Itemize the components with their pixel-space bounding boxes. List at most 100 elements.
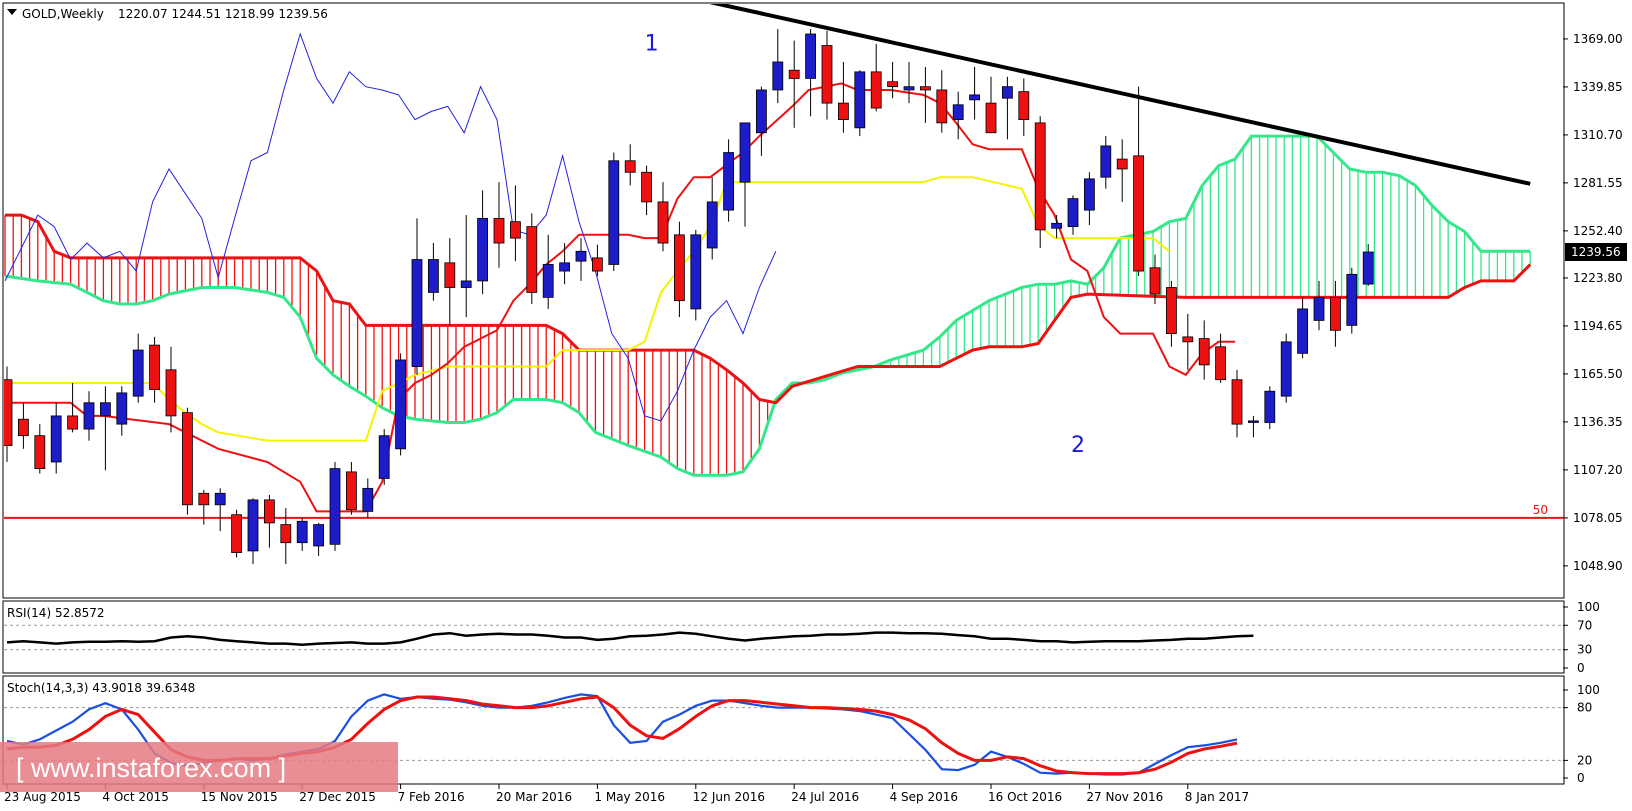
- candle-body: [887, 81, 898, 88]
- candle-body: [1034, 122, 1046, 231]
- candle-body: [1198, 338, 1210, 366]
- candle-body: [1248, 420, 1259, 423]
- candle-body: [477, 217, 489, 282]
- candle-body: [509, 221, 521, 239]
- candle-body: [116, 392, 128, 425]
- candle-body: [723, 152, 734, 211]
- candle: [1297, 297, 1308, 359]
- candle-body: [854, 71, 866, 129]
- wave-label: 1: [645, 31, 659, 56]
- time-tick-label: 4 Oct 2015: [102, 790, 169, 804]
- candle-body: [345, 471, 357, 511]
- candle: [67, 382, 78, 433]
- candle-body: [788, 69, 800, 79]
- candle: [952, 91, 964, 140]
- candle: [427, 243, 439, 301]
- candle-body: [1215, 346, 1226, 381]
- candle: [345, 462, 357, 515]
- senkou-span-a: [4, 134, 1531, 477]
- candle: [969, 66, 980, 120]
- candle-body: [263, 499, 275, 524]
- candle-body: [1002, 86, 1013, 99]
- candle: [903, 61, 915, 104]
- chart-ohlc: 1220.07 1244.51 1218.99 1239.56: [118, 7, 328, 21]
- candle-body: [1100, 145, 1112, 178]
- candle-body: [936, 89, 948, 124]
- candle-body: [1346, 273, 1358, 326]
- price-tick-label: 1048.90: [1573, 559, 1623, 573]
- current-price-box: [1565, 243, 1627, 262]
- candle: [805, 29, 816, 117]
- ichimoku-lines: 50: [4, 32, 1563, 519]
- trendline: [709, 4, 1531, 186]
- price-tick-label: 1310.70: [1573, 128, 1623, 142]
- candle: [559, 243, 570, 285]
- time-axis: 23 Aug 2015 4 Oct 2015 15 Nov 2015 27 Dec 2…: [4, 784, 1249, 804]
- candle-body: [83, 402, 95, 430]
- candle-body: [1149, 267, 1161, 295]
- candle: [772, 29, 784, 104]
- candle: [1100, 136, 1112, 189]
- time-tick-label: 24 Jul 2016: [791, 790, 859, 804]
- candle-body: [985, 102, 997, 134]
- time-tick-label: 1 May 2016: [594, 790, 665, 804]
- osc-tick-label: 30: [1577, 643, 1592, 657]
- tenkan-sen: [5, 82, 1235, 513]
- osc-tick-label: 0: [1577, 771, 1585, 785]
- candle-body: [772, 61, 784, 91]
- candle-body: [411, 259, 423, 367]
- candle-body: [870, 71, 882, 109]
- watermark-text: [ www.instaforex.com ]: [16, 753, 286, 783]
- candle: [1346, 267, 1358, 334]
- candle: [1248, 415, 1259, 438]
- price-tick-label: 1339.85: [1573, 80, 1623, 94]
- candle: [247, 498, 259, 565]
- time-tick-label: 8 Jan 2017: [1185, 790, 1249, 804]
- candle-body: [592, 257, 603, 272]
- candle: [674, 221, 685, 318]
- candle-body: [1280, 341, 1292, 397]
- price-tick-label: 1165.50: [1573, 367, 1623, 381]
- candle: [132, 333, 144, 403]
- candle-body: [575, 250, 587, 262]
- candle: [313, 522, 325, 556]
- candle: [1018, 78, 1030, 137]
- candle: [411, 218, 423, 375]
- level-50-label: 50: [1533, 503, 1548, 517]
- price-tick-label: 1107.20: [1573, 463, 1623, 477]
- collapse-triangle-icon[interactable]: [7, 9, 17, 15]
- candle-body: [132, 349, 144, 397]
- candle-body: [706, 201, 718, 249]
- candle-body: [1297, 308, 1308, 354]
- kijun-sen: [5, 176, 1171, 442]
- candle: [165, 346, 177, 433]
- candle: [1330, 280, 1341, 347]
- candle: [1182, 313, 1194, 370]
- osc-tick-label: 70: [1577, 618, 1592, 632]
- candle-body: [460, 280, 472, 288]
- candle-body: [1264, 390, 1276, 423]
- candle-body: [1362, 251, 1374, 285]
- candle-body: [231, 514, 243, 553]
- time-tick-label: 27 Nov 2016: [1086, 790, 1163, 804]
- candle-body: [674, 234, 685, 302]
- candle-body: [1067, 198, 1079, 227]
- chart-symbol: GOLD,Weekly: [22, 7, 104, 21]
- candle-body: [657, 201, 669, 244]
- price-axis: 1369.00 1339.85 1310.70 1281.55 1252.40 1223.…: [1563, 32, 1627, 573]
- candle-body: [1182, 336, 1194, 343]
- candle: [657, 182, 669, 252]
- candle: [608, 152, 620, 272]
- candle: [1166, 280, 1177, 347]
- candle: [181, 407, 193, 515]
- candle: [706, 177, 718, 260]
- candle: [329, 462, 341, 551]
- candle-body: [1084, 178, 1095, 211]
- current-price-label: 1239.56: [1571, 245, 1621, 259]
- candle: [444, 238, 456, 326]
- time-tick-label: 16 Oct 2016: [988, 790, 1062, 804]
- candle-body: [17, 418, 29, 437]
- candle: [854, 70, 866, 137]
- price-tick-label: 1252.40: [1573, 224, 1623, 238]
- candle-body: [280, 524, 292, 544]
